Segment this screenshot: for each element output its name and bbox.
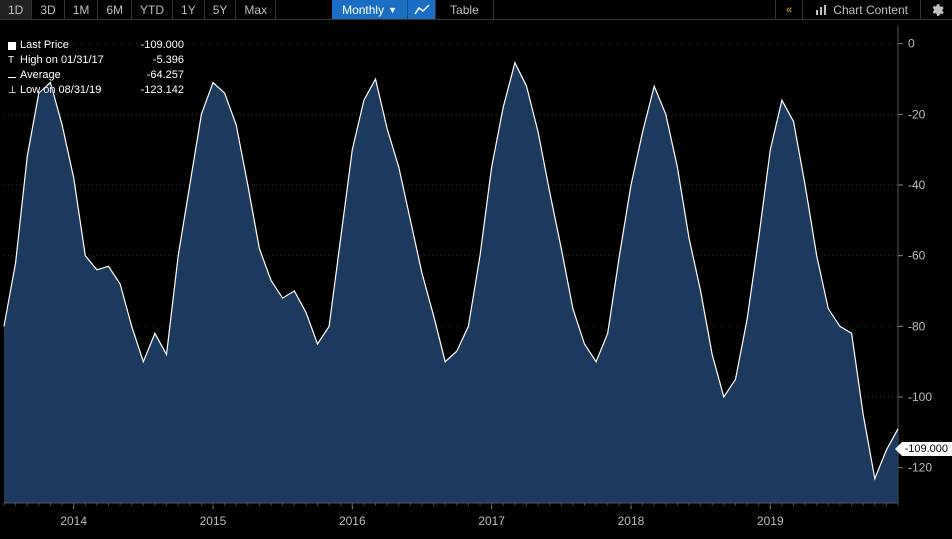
- high-marker-icon: T: [8, 57, 16, 65]
- svg-text:2015: 2015: [200, 514, 227, 528]
- svg-text:2014: 2014: [60, 514, 87, 528]
- svg-text:0: 0: [908, 37, 915, 51]
- table-tab[interactable]: Table: [435, 0, 494, 19]
- legend-low-value: -123.142: [128, 83, 184, 98]
- range-1y[interactable]: 1Y: [173, 0, 205, 19]
- collapse-button[interactable]: «: [775, 0, 802, 19]
- legend-row-low: ⊥ Low on 08/31/19 -123.142: [8, 83, 184, 98]
- current-value-flag: -109.000: [901, 442, 952, 456]
- legend-high-value: -5.396: [128, 53, 184, 68]
- svg-text:-100: -100: [908, 390, 932, 404]
- svg-text:2017: 2017: [478, 514, 505, 528]
- legend-last-value: -109.000: [128, 38, 184, 53]
- svg-text:-40: -40: [908, 178, 926, 192]
- range-max[interactable]: Max: [236, 0, 276, 19]
- top-toolbar: 1D 3D 1M 6M YTD 1Y 5Y Max Monthly ▼ Tabl…: [0, 0, 952, 20]
- settings-button[interactable]: [920, 0, 952, 19]
- svg-text:-120: -120: [908, 461, 932, 475]
- frequency-dropdown[interactable]: Monthly ▼: [332, 0, 407, 19]
- caret-down-icon: ▼: [388, 0, 397, 20]
- line-chart-icon: [414, 4, 430, 16]
- frequency-label: Monthly: [342, 0, 384, 20]
- legend-row-high: T High on 01/31/17 -5.396: [8, 53, 184, 68]
- gear-icon: [930, 3, 944, 17]
- chart-content-label: Chart Content: [833, 0, 908, 20]
- range-1m[interactable]: 1M: [65, 0, 99, 19]
- svg-text:-80: -80: [908, 319, 926, 333]
- bar-chart-icon: [815, 4, 827, 16]
- range-ytd[interactable]: YTD: [132, 0, 173, 19]
- legend-last-label: Last Price: [20, 38, 69, 53]
- legend-low-label: Low on 08/31/19: [20, 83, 101, 98]
- svg-text:2018: 2018: [618, 514, 645, 528]
- svg-text:2016: 2016: [339, 514, 366, 528]
- range-5y[interactable]: 5Y: [205, 0, 237, 19]
- legend-high-label: High on 01/31/17: [20, 53, 104, 68]
- square-marker-icon: [8, 42, 16, 50]
- legend-avg-value: -64.257: [128, 68, 184, 83]
- current-value-text: -109.000: [905, 443, 948, 455]
- range-1d[interactable]: 1D: [0, 0, 32, 19]
- svg-text:-20: -20: [908, 107, 926, 121]
- range-3d[interactable]: 3D: [32, 0, 64, 19]
- legend-row-last: Last Price -109.000: [8, 38, 184, 53]
- legend-row-avg: Average -64.257: [8, 68, 184, 83]
- range-6m[interactable]: 6M: [98, 0, 132, 19]
- svg-text:-60: -60: [908, 249, 926, 263]
- legend-box: Last Price -109.000 T High on 01/31/17 -…: [8, 38, 184, 98]
- low-marker-icon: ⊥: [8, 87, 16, 95]
- svg-text:2019: 2019: [757, 514, 784, 528]
- legend-avg-label: Average: [20, 68, 61, 83]
- chart-content-button[interactable]: Chart Content: [802, 0, 920, 19]
- chart-type-button[interactable]: [407, 0, 435, 19]
- avg-marker-icon: [8, 77, 16, 78]
